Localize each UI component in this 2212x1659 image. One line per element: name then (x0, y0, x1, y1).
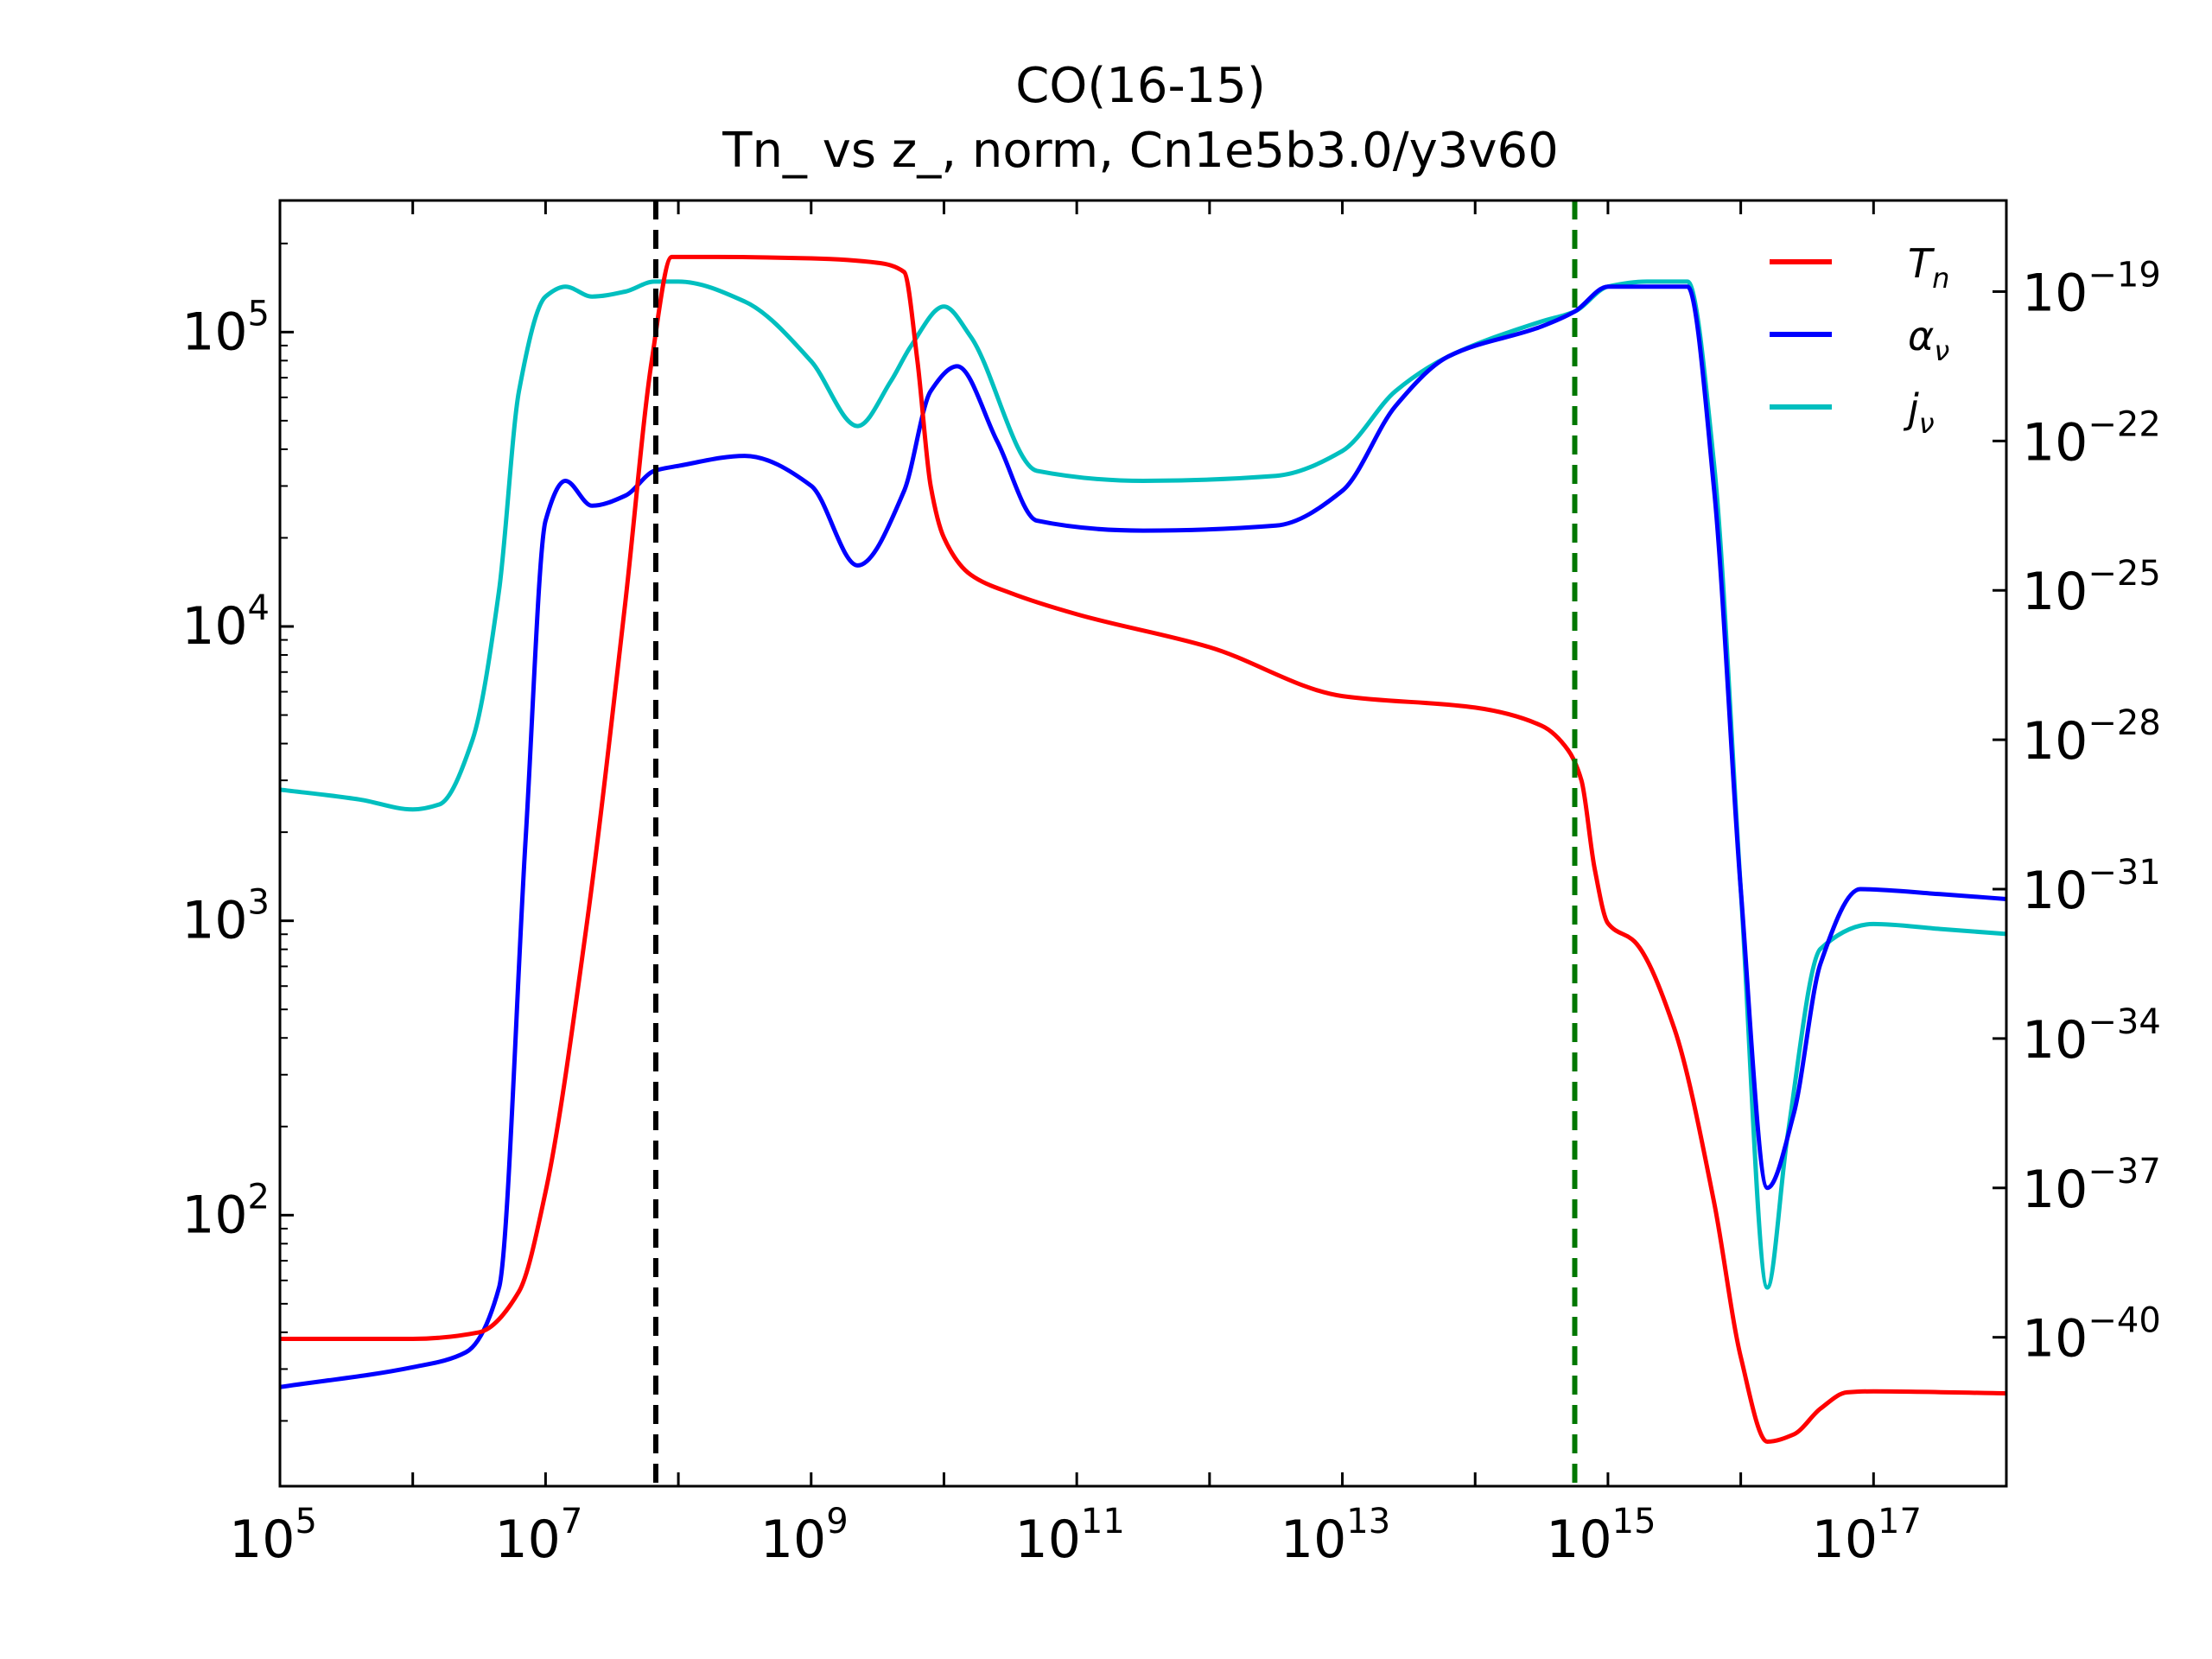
y-left-tick-label: 102 (181, 1177, 270, 1245)
y-left-tick-label: 104 (181, 588, 270, 657)
chart-title: CO(16-15) (1015, 58, 1266, 114)
x-tick-label: 107 (494, 1502, 582, 1570)
legend-label-alpha-nu: αν (1908, 313, 1949, 367)
x-tick-label: 1015 (1546, 1502, 1656, 1570)
x-tick-label: 109 (760, 1502, 849, 1570)
series-layer (280, 254, 2006, 1444)
y-right-tick-label: 10−37 (2022, 1152, 2161, 1220)
series-line-j-nu (280, 279, 2006, 1290)
x-tick-label: 1011 (1015, 1502, 1125, 1570)
y-right-tick-label: 10−40 (2022, 1301, 2161, 1370)
vline-layer (652, 200, 1578, 1486)
y-right-tick-label: 10−28 (2022, 703, 2161, 772)
series-line-alpha-nu (280, 284, 2006, 1389)
y-left-tick-label: 105 (181, 294, 270, 362)
x-tick-label: 1013 (1281, 1502, 1390, 1570)
legend-label-t-n: Tn (1908, 240, 1949, 295)
x-tick-label: 105 (229, 1502, 317, 1570)
y-right-tick-label: 10−34 (2022, 1002, 2161, 1071)
chart-subtitle: Tn_ vs z_, norm, Cn1e5b3.0/y3v60 (721, 123, 1559, 179)
y-right-tick-label: 10−22 (2022, 404, 2161, 473)
y-right-tick-label: 10−25 (2022, 554, 2161, 622)
series-line-t-n (280, 254, 2006, 1444)
y-right-tick-label: 10−19 (2022, 255, 2161, 323)
y-right-tick-label: 10−31 (2022, 853, 2161, 921)
y-left-tick-label: 103 (181, 883, 270, 951)
x-tick-label: 1017 (1812, 1502, 1922, 1570)
plot-frame (278, 199, 2008, 1488)
tick-layer: 105 107 109 1011 1013 1015 1017 102 103 104 105 10−… (181, 200, 2161, 1570)
